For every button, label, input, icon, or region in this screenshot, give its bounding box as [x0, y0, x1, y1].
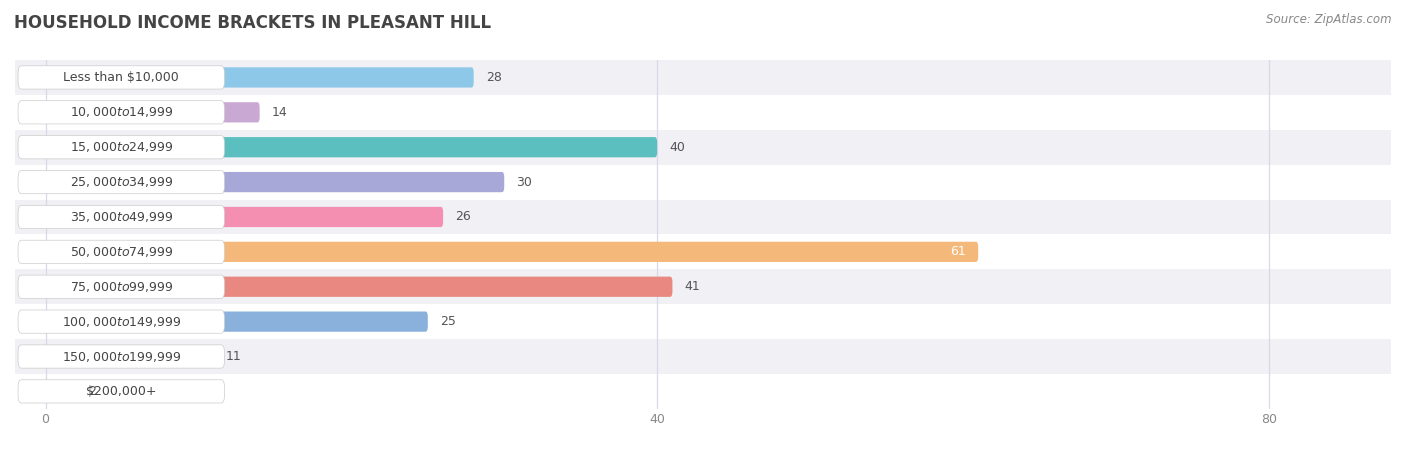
Text: Source: ZipAtlas.com: Source: ZipAtlas.com	[1267, 14, 1392, 27]
FancyBboxPatch shape	[18, 205, 225, 229]
Bar	[15, 234, 1391, 269]
FancyBboxPatch shape	[18, 380, 225, 403]
Text: 11: 11	[226, 350, 242, 363]
Text: Less than $10,000: Less than $10,000	[63, 71, 179, 84]
Bar	[15, 304, 1391, 339]
Text: 61: 61	[950, 245, 966, 258]
Bar	[15, 165, 1391, 199]
FancyBboxPatch shape	[18, 171, 225, 194]
Bar	[15, 95, 1391, 130]
Text: 28: 28	[486, 71, 502, 84]
Bar	[15, 339, 1391, 374]
Bar	[15, 374, 1391, 409]
FancyBboxPatch shape	[18, 275, 225, 298]
Text: $50,000 to $74,999: $50,000 to $74,999	[69, 245, 173, 259]
Text: $35,000 to $49,999: $35,000 to $49,999	[69, 210, 173, 224]
FancyBboxPatch shape	[18, 345, 225, 368]
FancyBboxPatch shape	[18, 310, 225, 333]
FancyBboxPatch shape	[18, 66, 225, 89]
FancyBboxPatch shape	[45, 277, 672, 297]
FancyBboxPatch shape	[45, 172, 505, 192]
FancyBboxPatch shape	[45, 137, 657, 158]
FancyBboxPatch shape	[45, 68, 474, 88]
FancyBboxPatch shape	[45, 381, 76, 401]
Text: 26: 26	[456, 211, 471, 224]
Text: $75,000 to $99,999: $75,000 to $99,999	[69, 280, 173, 294]
Text: 30: 30	[516, 176, 533, 189]
FancyBboxPatch shape	[45, 102, 260, 122]
Bar	[15, 60, 1391, 95]
Bar	[15, 199, 1391, 234]
Bar	[15, 130, 1391, 165]
Text: HOUSEHOLD INCOME BRACKETS IN PLEASANT HILL: HOUSEHOLD INCOME BRACKETS IN PLEASANT HI…	[14, 14, 491, 32]
FancyBboxPatch shape	[45, 346, 214, 367]
FancyBboxPatch shape	[45, 207, 443, 227]
Text: 14: 14	[271, 106, 288, 119]
Bar	[15, 269, 1391, 304]
Text: $200,000+: $200,000+	[86, 385, 156, 398]
FancyBboxPatch shape	[45, 311, 427, 332]
Text: $15,000 to $24,999: $15,000 to $24,999	[69, 140, 173, 154]
Text: 25: 25	[440, 315, 456, 328]
FancyBboxPatch shape	[18, 135, 225, 159]
FancyBboxPatch shape	[18, 101, 225, 124]
Text: 40: 40	[669, 141, 685, 154]
FancyBboxPatch shape	[45, 242, 979, 262]
Text: 41: 41	[685, 280, 700, 293]
Text: $100,000 to $149,999: $100,000 to $149,999	[62, 315, 181, 328]
Text: 2: 2	[89, 385, 96, 398]
Text: $150,000 to $199,999: $150,000 to $199,999	[62, 350, 181, 364]
FancyBboxPatch shape	[18, 240, 225, 264]
Text: $25,000 to $34,999: $25,000 to $34,999	[69, 175, 173, 189]
Text: $10,000 to $14,999: $10,000 to $14,999	[69, 105, 173, 119]
